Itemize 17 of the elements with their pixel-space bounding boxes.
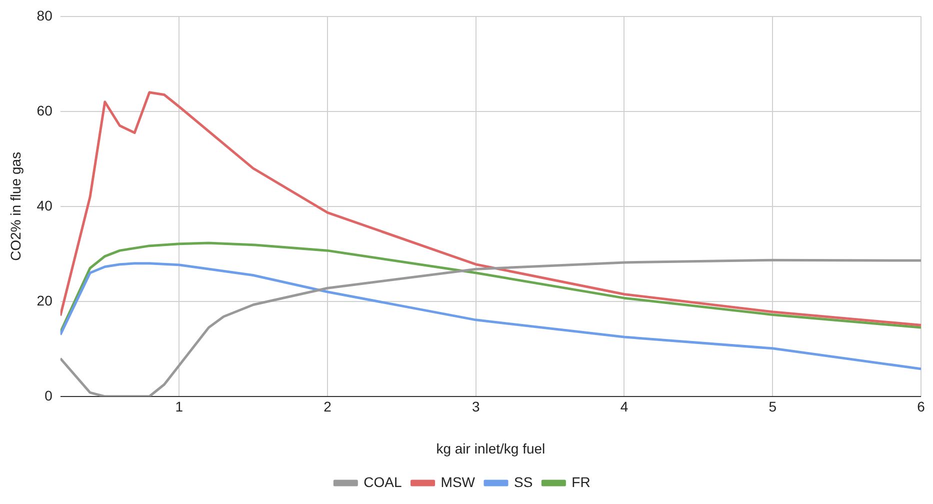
y-tick-label: 20 <box>36 292 53 308</box>
x-tick-label: 1 <box>175 398 184 415</box>
x-tick-label: 3 <box>472 398 480 415</box>
legend-label: SS <box>514 474 533 490</box>
x-tick-label: 5 <box>768 398 777 415</box>
legend-label: COAL <box>364 474 402 490</box>
y-tick-label: 0 <box>44 387 53 404</box>
legend-label: FR <box>572 474 590 490</box>
x-tick-label: 6 <box>917 398 926 415</box>
x-tick-label: 2 <box>324 398 332 415</box>
x-axis-title: kg air inlet/kg fuel <box>436 440 546 456</box>
y-tick-label: 80 <box>36 7 53 24</box>
x-tick-label: 4 <box>620 398 628 415</box>
legend-label: MSW <box>440 474 476 490</box>
y-tick-label: 40 <box>36 197 53 214</box>
y-tick-label: 60 <box>36 102 53 118</box>
y-axis-title: CO2% in flue gas <box>7 152 24 261</box>
